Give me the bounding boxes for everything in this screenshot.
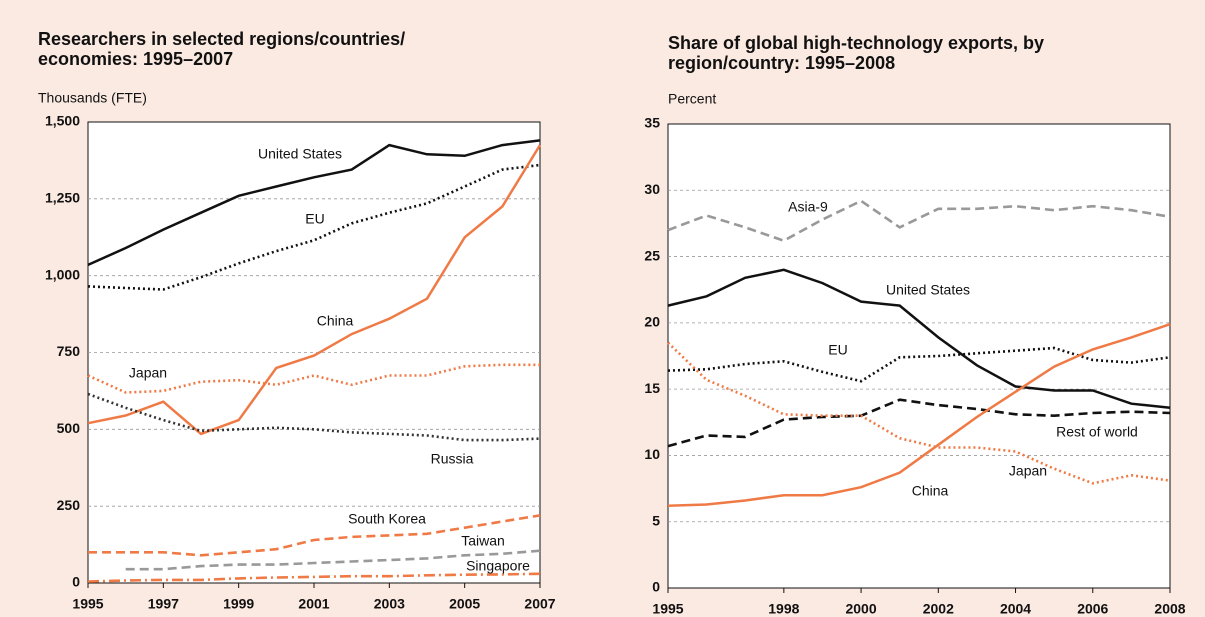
x-tick-label: 1995 [652,601,683,617]
series-line [87,144,542,436]
y-tick-label: 25 [644,247,660,263]
series-line [667,199,1171,243]
chart-title: Researchers in selected regions/countrie… [38,29,405,49]
x-tick-label: 1997 [148,596,179,612]
x-tick-label: 2003 [374,596,405,612]
series-label: South Korea [348,511,426,527]
series-line [87,572,541,583]
x-tick-label: 2004 [1000,601,1031,617]
y-tick-label: 0 [652,579,660,595]
y-axis-label: Thousands (FTE) [38,90,147,106]
y-tick-label: 500 [57,420,81,436]
x-tick-label: 2000 [845,601,876,617]
series-line [667,346,1171,383]
series-line [87,363,540,394]
series-label: Taiwan [461,533,505,549]
series-line [87,163,541,291]
series-label: United States [886,282,970,298]
chart-title: Share of global high-technology exports,… [668,33,1044,53]
x-tick-label: 2007 [524,596,555,612]
series-label: Rest of world [1056,424,1138,440]
series-label: Japan [129,365,167,381]
y-tick-label: 10 [644,446,660,462]
series-line [667,323,1171,508]
x-tick-label: 2001 [298,596,329,612]
y-tick-label: 20 [644,314,660,330]
series-line [667,398,1171,448]
x-tick-label: 2002 [923,601,954,617]
series-line [667,268,1171,409]
x-tick-label: 2005 [449,596,480,612]
chart-title: region/country: 1995–2008 [668,53,895,73]
y-tick-label: 5 [652,512,660,528]
series-line [667,341,1171,485]
series-label: China [912,483,949,499]
series-label: EU [305,211,324,227]
series-line [87,139,541,267]
chart-title: economies: 1995–2007 [38,49,233,69]
x-tick-label: 1995 [72,596,103,612]
y-axis-label: Percent [668,91,716,107]
x-tick-label: 1998 [768,601,799,617]
y-tick-label: 0 [72,574,80,590]
x-tick-label: 1999 [223,596,254,612]
plot-area [87,121,541,584]
y-tick-label: 15 [644,380,660,396]
series-label: China [317,313,354,329]
y-tick-label: 750 [57,343,81,359]
y-tick-label: 250 [57,497,81,513]
series-label: United States [258,146,342,162]
series-line [88,514,541,557]
series-label: Japan [1009,463,1047,479]
y-tick-label: 30 [644,181,660,197]
series-label: EU [828,342,847,358]
y-tick-label: 1,000 [45,266,80,282]
x-tick-label: 2008 [1154,601,1185,617]
y-tick-label: 1,500 [45,113,80,129]
series-label: Asia-9 [788,199,828,215]
y-tick-label: 35 [644,115,660,131]
series-label: Russia [431,451,474,467]
y-tick-label: 1,250 [45,190,80,206]
series-label: Singapore [466,558,530,574]
x-tick-label: 2006 [1077,601,1108,617]
